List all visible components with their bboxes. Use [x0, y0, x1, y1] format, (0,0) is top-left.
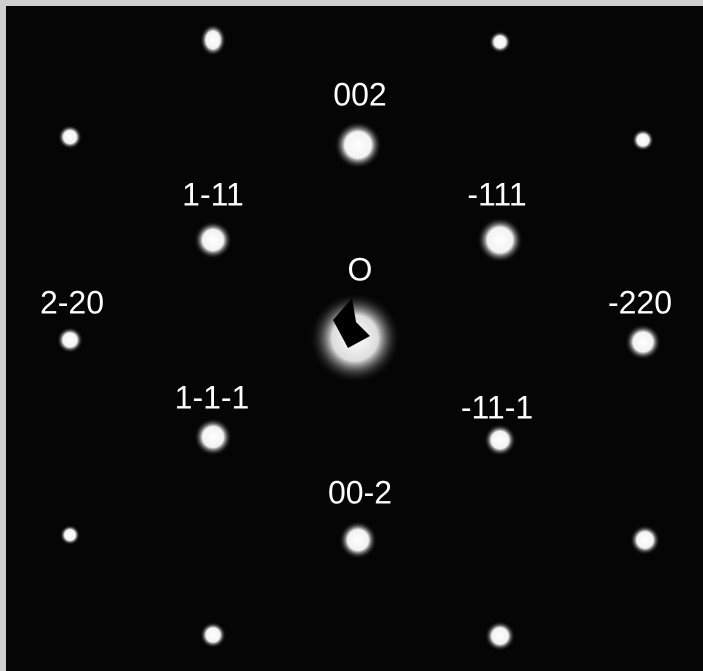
spot-label: 1-11 — [182, 176, 244, 212]
diffraction-pattern: 002 1-11 -111 O 2-20 -220 1-1-1 -11-1 00… — [0, 0, 703, 671]
spot-label: 00-2 — [328, 474, 392, 510]
spot-label: 002 — [333, 76, 386, 112]
spot — [194, 221, 232, 259]
spot — [485, 621, 515, 651]
page: 002 1-11 -111 O 2-20 -220 1-1-1 -11-1 00… — [0, 0, 703, 671]
spot-label: 2-20 — [40, 284, 104, 320]
spot — [625, 324, 661, 360]
spot — [489, 31, 511, 53]
spot-label: -11-1 — [461, 389, 533, 425]
spot — [632, 129, 654, 151]
spot-label: -111 — [467, 176, 526, 212]
spot — [58, 125, 82, 149]
spot — [630, 525, 660, 555]
spot — [200, 622, 226, 648]
spot — [194, 418, 232, 456]
spot — [339, 521, 377, 559]
spot — [484, 424, 516, 456]
spot — [60, 525, 80, 545]
origin-label: O — [348, 251, 373, 287]
spot — [200, 24, 226, 56]
spot-label: -220 — [608, 284, 672, 320]
spot — [57, 327, 83, 353]
spot — [477, 217, 523, 263]
spot-label: 1-1-1 — [175, 379, 250, 415]
spot — [334, 121, 382, 169]
